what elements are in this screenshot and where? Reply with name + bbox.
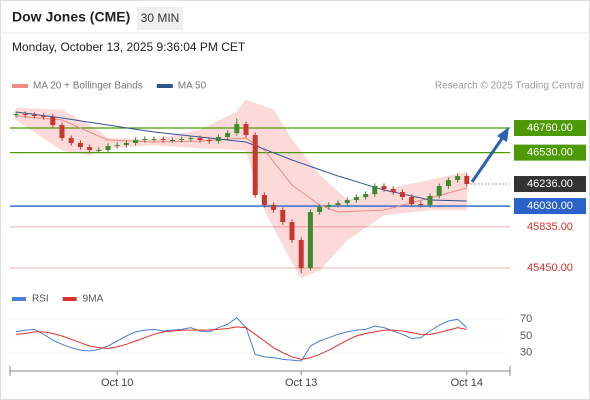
candle-body bbox=[160, 139, 166, 141]
candle-body bbox=[87, 147, 93, 151]
bollinger-band bbox=[319, 174, 330, 271]
candle-body bbox=[363, 194, 369, 198]
level-box bbox=[514, 176, 586, 193]
candle-body bbox=[114, 145, 120, 147]
candle-body bbox=[68, 138, 74, 143]
candle-body bbox=[206, 139, 212, 142]
candle-body bbox=[464, 176, 470, 185]
level-label: 46030.00 bbox=[527, 200, 573, 212]
candle-body bbox=[22, 114, 28, 116]
candle-body bbox=[289, 222, 295, 241]
bollinger-band bbox=[218, 116, 228, 150]
candle-body bbox=[133, 139, 139, 143]
bollinger-band bbox=[356, 194, 366, 235]
candle-body bbox=[298, 240, 304, 269]
timeframe-box bbox=[137, 7, 183, 30]
candle-body bbox=[271, 204, 277, 210]
candle-body bbox=[123, 142, 129, 146]
candle-body bbox=[105, 145, 111, 151]
source: Research © 2025 Trading Central bbox=[435, 81, 584, 92]
candle-body bbox=[390, 189, 396, 193]
legend-swatch bbox=[156, 84, 173, 88]
legend-swatch bbox=[12, 84, 28, 88]
candle-body bbox=[261, 195, 267, 205]
bollinger-band bbox=[273, 109, 284, 245]
level-label: 46236.00 bbox=[527, 178, 573, 190]
candle-body bbox=[326, 204, 332, 208]
y-tick-label: 30 bbox=[520, 347, 532, 359]
candle-body bbox=[418, 204, 424, 206]
x-tick-label: Oct 13 bbox=[285, 377, 317, 389]
candle-body bbox=[399, 192, 405, 198]
level-box bbox=[514, 144, 586, 161]
moving-average bbox=[15, 115, 467, 213]
bollinger-band bbox=[282, 123, 293, 263]
bollinger-band bbox=[208, 120, 219, 150]
title: Dow Jones (CME) bbox=[12, 9, 130, 25]
legend-label: 9MA bbox=[83, 294, 104, 305]
bollinger-band bbox=[116, 138, 127, 148]
candle-body bbox=[197, 138, 203, 140]
legend-swatch bbox=[62, 297, 77, 301]
y-tick-label: 50 bbox=[520, 330, 532, 342]
candle-body bbox=[344, 200, 350, 204]
level-label: 45835.00 bbox=[527, 221, 573, 233]
candle-body bbox=[372, 186, 378, 195]
bollinger-band bbox=[43, 108, 54, 145]
candle-body bbox=[225, 133, 231, 138]
legend-label: RSI bbox=[32, 294, 49, 305]
bollinger-band bbox=[162, 135, 173, 147]
candle-body bbox=[234, 124, 240, 134]
y-tick-label: 70 bbox=[520, 313, 532, 325]
timestamp: Monday, October 13, 2025 9:36:04 PM CET bbox=[12, 40, 246, 54]
candle-body bbox=[381, 186, 387, 190]
candle-body bbox=[445, 180, 451, 187]
x-tick-label: Oct 10 bbox=[101, 377, 133, 389]
candle-body bbox=[13, 114, 19, 116]
candle-body bbox=[409, 197, 415, 205]
candle-body bbox=[215, 137, 221, 142]
bollinger-band bbox=[328, 182, 339, 261]
candle-body bbox=[427, 195, 433, 205]
timeframe: 30 MIN bbox=[141, 11, 180, 25]
candle-body bbox=[455, 176, 461, 181]
indicator-line bbox=[15, 326, 467, 360]
candle-body bbox=[142, 139, 148, 141]
candle-body bbox=[353, 197, 359, 201]
candle-body bbox=[151, 139, 157, 141]
candle-body bbox=[307, 212, 313, 269]
bollinger-band bbox=[346, 197, 357, 241]
candle-body bbox=[96, 150, 102, 152]
level-label: 46760.00 bbox=[527, 122, 573, 134]
legend-label: MA 50 bbox=[178, 81, 207, 92]
level-label: 46530.00 bbox=[527, 147, 573, 159]
candle-body bbox=[50, 117, 56, 126]
legend-label: MA 20 + Bollinger Bands bbox=[33, 81, 143, 92]
x-tick-label: Oct 14 bbox=[451, 377, 483, 389]
candle-body bbox=[335, 203, 341, 205]
level-label: 45450.00 bbox=[527, 262, 573, 274]
candle-body bbox=[31, 114, 37, 117]
level-box bbox=[514, 120, 586, 137]
bollinger-band bbox=[144, 139, 155, 146]
candle-body bbox=[59, 125, 65, 139]
candle-body bbox=[41, 116, 47, 118]
candle-body bbox=[280, 209, 286, 223]
candle-body bbox=[179, 139, 185, 141]
candle-body bbox=[169, 139, 175, 141]
candle-body bbox=[252, 135, 258, 196]
candle-body bbox=[243, 124, 249, 136]
candle-body bbox=[317, 207, 323, 213]
candle-body bbox=[77, 142, 83, 148]
candle-body bbox=[188, 138, 194, 140]
legend-swatch bbox=[12, 297, 26, 301]
candle-body bbox=[436, 186, 442, 196]
forecast-arrow bbox=[470, 136, 505, 183]
arrow-head bbox=[497, 127, 509, 142]
level-box bbox=[514, 198, 586, 215]
